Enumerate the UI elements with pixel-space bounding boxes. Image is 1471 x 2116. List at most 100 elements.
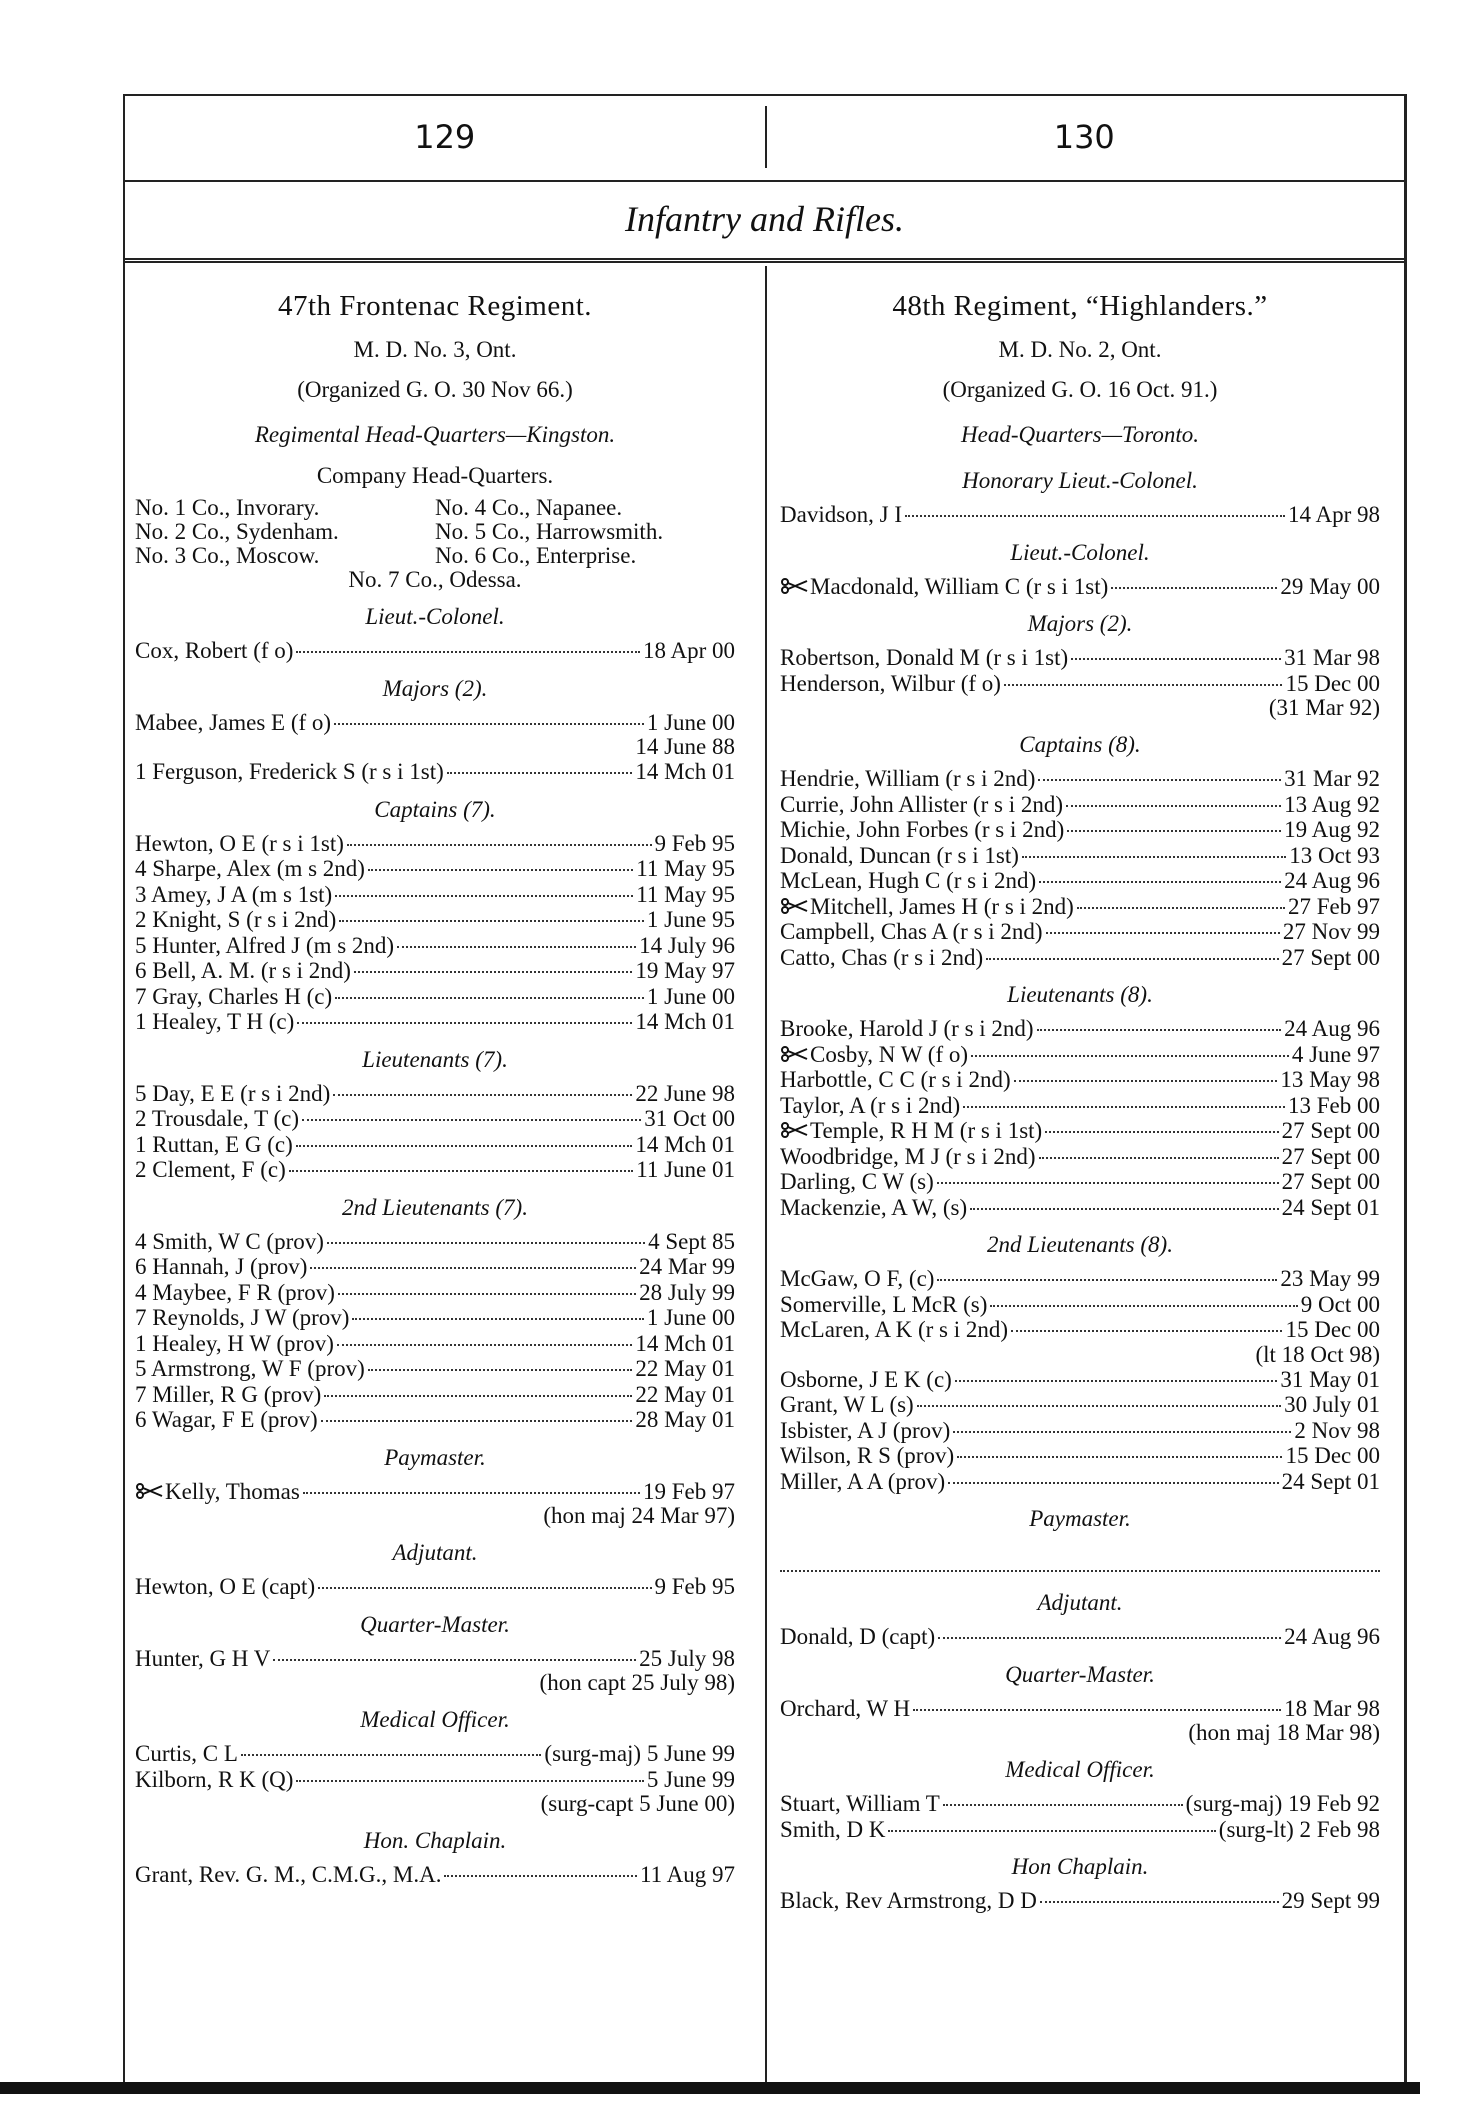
dot-leader bbox=[1067, 830, 1282, 832]
roster-entry: 6 Bell, A. M. (r s i 2nd) 19 May 97 bbox=[135, 958, 735, 984]
entry-name: Mabee, James E (f o) bbox=[135, 709, 332, 735]
entry-date: (surg-maj) 5 June 99 bbox=[544, 1741, 735, 1766]
entry-date: 15 Dec 00 bbox=[1285, 670, 1380, 696]
dot-leader bbox=[1038, 779, 1282, 781]
entry-name: Black, Rev Armstrong, D D bbox=[780, 1888, 1037, 1913]
roster-entry: Donald, Duncan (r s i 1st) 13 Oct 93 bbox=[780, 843, 1380, 869]
roster-entry: Mackenzie, A W, (s) 24 Sept 01 bbox=[780, 1195, 1380, 1221]
entry-name: Michie, John Forbes (r s i 2nd) bbox=[780, 817, 1065, 842]
roster-entry: Hewton, O E (capt) 9 Feb 95 bbox=[135, 1574, 735, 1600]
entry-date: 14 Mch 01 bbox=[635, 759, 735, 784]
entry-date: 18 Apr 00 bbox=[643, 638, 735, 663]
entry-date: 27 Sept 00 bbox=[1281, 1169, 1380, 1194]
roster-entry: Harbottle, C C (r s i 2nd) 13 May 98 bbox=[780, 1067, 1380, 1093]
roster-entry: Catto, Chas (r s i 2nd) 27 Sept 00 bbox=[780, 945, 1380, 971]
company: No. 1 Co., Invorary. bbox=[135, 495, 320, 520]
entry-name: 2 Clement, F (c) bbox=[135, 1157, 286, 1182]
dot-leader bbox=[353, 971, 633, 973]
info-line: (Organized G. O. 30 Nov 66.) bbox=[297, 377, 573, 402]
rank-heading: Regimental Head-Quarters—Kingston. bbox=[254, 422, 616, 447]
entry-name: 7 Gray, Charles H (c) bbox=[135, 983, 333, 1009]
entry-name: 2 Knight, S (r s i 2nd) bbox=[135, 907, 337, 932]
entry-date: 30 July 01 bbox=[1284, 1392, 1380, 1417]
info-line: (Organized G. O. 16 Oct. 91.) bbox=[942, 377, 1218, 402]
info-line: No. 7 Co., Odessa. bbox=[348, 567, 522, 592]
entry-date: 28 May 01 bbox=[635, 1407, 735, 1432]
entry-date: 31 Oct 00 bbox=[644, 1106, 735, 1131]
entry-date: 15 Dec 00 bbox=[1285, 1443, 1380, 1468]
regiment-title: 48th Regiment, “Highlanders.” bbox=[892, 290, 1268, 322]
roster-entry: 7 Reynolds, J W (prov) 1 June 00 bbox=[135, 1305, 735, 1331]
rank-heading: Lieutenants (7). bbox=[362, 1046, 508, 1072]
dot-leader bbox=[310, 1267, 637, 1269]
roster-entry: Curtis, C L (surg-maj) 5 June 99 bbox=[135, 1741, 735, 1767]
entry-name: Currie, John Allister (r s i 2nd) bbox=[780, 791, 1063, 817]
roster-entry: 6 Wagar, F E (prov) 28 May 01 bbox=[135, 1407, 735, 1433]
entry-name: Mitchell, James H (r s i 2nd) bbox=[810, 893, 1074, 919]
entry-name: Catto, Chas (r s i 2nd) bbox=[780, 944, 984, 970]
entry-date: 24 Aug 96 bbox=[1284, 868, 1380, 893]
entry-date: 28 July 99 bbox=[639, 1279, 735, 1305]
roster-entry: 4 Maybee, F R (prov) 28 July 99 bbox=[135, 1280, 735, 1306]
entry-date: 31 Mar 98 bbox=[1284, 645, 1380, 670]
dot-leader bbox=[1013, 1080, 1278, 1082]
rank-heading: Captains (7). bbox=[374, 796, 496, 822]
dot-leader bbox=[1036, 1029, 1282, 1031]
dot-leader bbox=[1076, 906, 1285, 909]
rank-heading: Lieut.-Colonel. bbox=[365, 604, 505, 629]
entry-name: Stuart, William T bbox=[780, 1791, 940, 1816]
entry-date: 24 Mar 99 bbox=[639, 1254, 735, 1279]
entry-date: 9 Feb 95 bbox=[654, 1574, 736, 1599]
dot-leader bbox=[971, 1054, 1289, 1057]
roster-entry: Currie, John Allister (r s i 2nd) 13 Aug … bbox=[780, 792, 1380, 818]
entry-date: 9 Oct 00 bbox=[1300, 1291, 1380, 1317]
rank-heading: Paymaster. bbox=[384, 1444, 486, 1470]
rank-heading: Lieut.-Colonel. bbox=[1010, 539, 1150, 565]
dot-leader bbox=[780, 1540, 1380, 1572]
roster-entry: 2 Trousdale, T (c) 31 Oct 00 bbox=[135, 1106, 735, 1132]
dot-leader bbox=[1039, 881, 1282, 883]
dot-leader bbox=[1071, 658, 1282, 660]
entry-date: 31 May 01 bbox=[1280, 1366, 1380, 1392]
entry-name: Wilson, R S (prov) bbox=[780, 1443, 955, 1468]
info-line: M. D. No. 3, Ont. bbox=[353, 337, 517, 362]
company: No. 3 Co., Moscow. bbox=[135, 543, 320, 568]
entry-date: 13 Oct 93 bbox=[1289, 842, 1380, 868]
company: No. 5 Co., Harrowsmith. bbox=[435, 519, 664, 544]
rank-heading: 2nd Lieutenants (8). bbox=[987, 1232, 1173, 1257]
rank-heading: Lieutenants (8). bbox=[1007, 982, 1153, 1007]
entry-date: 24 Sept 01 bbox=[1281, 1194, 1380, 1220]
column-divider bbox=[765, 266, 767, 2086]
entry-name: Brooke, Harold J (r s i 2nd) bbox=[780, 1016, 1034, 1041]
roster-entry: 3 Amey, J A (m s 1st) 11 May 95 bbox=[135, 882, 735, 908]
dot-leader bbox=[953, 1430, 1292, 1433]
entry-date: 19 Aug 92 bbox=[1284, 817, 1380, 842]
dot-leader bbox=[954, 1379, 1278, 1382]
entry-date: 1 June 00 bbox=[646, 983, 735, 1009]
company-row: No. 3 Co., Moscow. No. 6 Co., Enterprise. bbox=[135, 544, 735, 568]
entry-date: 2 Nov 98 bbox=[1294, 1417, 1380, 1443]
rank-heading: Majors (2). bbox=[1027, 611, 1133, 636]
page-number: 129 bbox=[414, 118, 476, 156]
entry-name: 1 Ferguson, Frederick S (r s i 1st) bbox=[135, 759, 444, 784]
entry-date: 14 Apr 98 bbox=[1288, 502, 1380, 527]
entry-name: Henderson, Wilbur (f o) bbox=[780, 670, 1001, 696]
dot-leader bbox=[970, 1207, 1279, 1210]
entry-name: Kelly, Thomas bbox=[165, 1478, 300, 1504]
entry-date: 24 Aug 96 bbox=[1284, 1624, 1380, 1649]
roster-entry: Wilson, R S (prov) 15 Dec 00 bbox=[780, 1443, 1380, 1469]
dot-leader bbox=[397, 945, 637, 948]
entry-date: 1 June 00 bbox=[646, 1305, 735, 1330]
entry-date: 4 June 97 bbox=[1291, 1041, 1380, 1067]
entry-note: (hon maj 24 Mar 97) bbox=[543, 1503, 735, 1528]
entry-name: Donald, Duncan (r s i 1st) bbox=[780, 842, 1019, 868]
entry-date: 29 Sept 99 bbox=[1281, 1888, 1380, 1913]
dot-leader bbox=[337, 1292, 637, 1295]
roster-entry: Hunter, G H V 25 July 98 bbox=[135, 1646, 735, 1672]
roster-entry: 7 Gray, Charles H (c) 1 June 00 bbox=[135, 984, 735, 1010]
roster-entry: McLean, Hugh C (r s i 2nd) 24 Aug 96 bbox=[780, 868, 1380, 894]
roster-entry: Temple, R H M (r s i 1st) 27 Sept 00 bbox=[780, 1118, 1380, 1144]
roster-entry: Hewton, O E (r s i 1st) 9 Feb 95 bbox=[135, 831, 735, 857]
dot-leader bbox=[446, 772, 633, 774]
scissors-icon bbox=[136, 1482, 163, 1499]
